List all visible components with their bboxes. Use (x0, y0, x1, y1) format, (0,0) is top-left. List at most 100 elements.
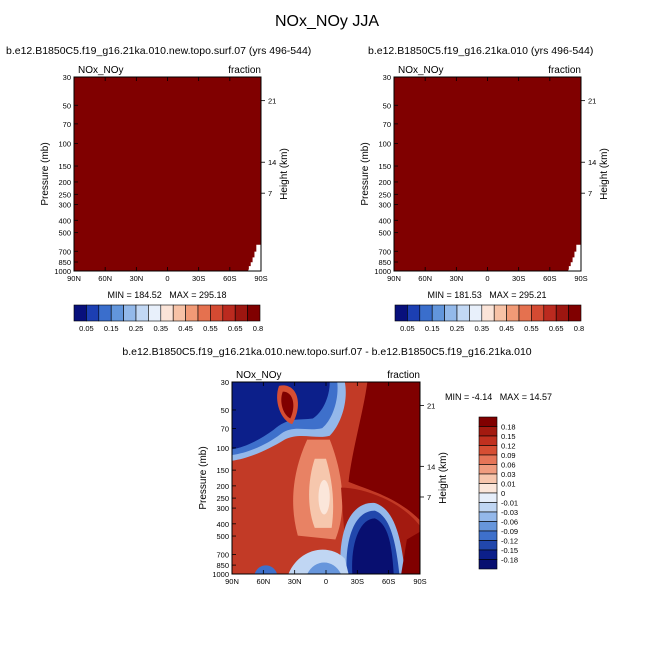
colorbar-1-label: 0.25 (129, 324, 144, 333)
colorbar-1-label: 0.15 (104, 324, 119, 333)
colorbar-2-label: 0.25 (450, 324, 465, 333)
panel-3-ytick-label: 1000 (212, 570, 229, 579)
panel-1-ytick-label: 50 (63, 101, 71, 110)
colorbar-3-label: -0.09 (501, 527, 518, 536)
colorbar-2-label: 0.15 (425, 324, 440, 333)
colorbar-1-swatch (247, 304, 261, 322)
panel-1-xtick-label: 30S (192, 274, 205, 283)
colorbar-2-swatch (531, 304, 545, 322)
colorbar-1-label: 0.55 (203, 324, 218, 333)
colorbar-1-label: 0.45 (178, 324, 193, 333)
colorbar-3-label: -0.15 (501, 546, 518, 555)
panel-3-rtick-label: 21 (427, 401, 435, 410)
panel-2-ytick-label: 70 (383, 120, 391, 129)
colorbar-3-swatch (478, 473, 498, 484)
panel-2-stats: MIN = 181.53 MAX = 295.21 (427, 290, 547, 300)
panel-2-ytick-label: 200 (378, 178, 391, 187)
panel-2-ylabel: Pressure (mb) (360, 142, 371, 205)
colorbar-1-swatch (86, 304, 100, 322)
panel-1-ytick-label: 30 (63, 73, 71, 82)
colorbar-1-swatch (210, 304, 224, 322)
panel-1-rtick-label: 7 (268, 189, 272, 198)
panel-1-ytick-label: 150 (58, 162, 71, 171)
panel-3-ylabel: Pressure (mb) (198, 446, 209, 509)
colorbar-2-swatch (568, 304, 582, 322)
panel-1-ytick-label: 70 (63, 120, 71, 129)
panel-2-rtick-label: 7 (588, 189, 592, 198)
colorbar-2-swatch (481, 304, 495, 322)
panel-3-ytick-label: 700 (216, 550, 229, 559)
panel-3-ytick-label: 70 (221, 424, 229, 433)
colorbar-3-label: 0.09 (501, 451, 516, 460)
colorbar-2-swatch (518, 304, 532, 322)
panel-2-ytick-label: 500 (378, 229, 391, 238)
panel-2-ytick-label: 50 (383, 101, 391, 110)
colorbar-3-swatch (478, 416, 498, 427)
colorbar-2-swatch (456, 304, 470, 322)
panel-3-xtick-label: 60S (382, 577, 395, 586)
panel-3-ytick-label: 200 (216, 482, 229, 491)
panel-3-xtick-label: 60N (256, 577, 270, 586)
colorbar-3-label: -0.06 (501, 518, 518, 527)
panel-1-ytick-label: 200 (58, 178, 71, 187)
colorbar-3-swatch (478, 435, 498, 446)
colorbar-3-label: 0.18 (501, 423, 516, 432)
colorbar-2-swatch (469, 304, 483, 322)
colorbar-2-swatch (394, 304, 408, 322)
colorbar-1-swatch (98, 304, 112, 322)
colorbar-3-swatch (478, 483, 498, 494)
panel-1-xtick-label: 90N (67, 274, 81, 283)
panel-3-units-label: fraction (387, 370, 420, 381)
panel-2-ytick-label: 400 (378, 216, 391, 225)
colorbar-1-swatch (73, 304, 87, 322)
colorbar-3-label: 0.03 (501, 470, 516, 479)
panel-3-xtick-label: 90S (413, 577, 426, 586)
colorbar-3-label: -0.18 (501, 556, 518, 565)
colorbar-2-label: 0.65 (549, 324, 564, 333)
panel-3-var-label: NOx_NOy (236, 370, 282, 381)
colorbar-1-swatch (172, 304, 186, 322)
colorbar-2-swatch (431, 304, 445, 322)
panel-1-ytick-label: 100 (58, 140, 71, 149)
panel-2-ytick-label: 30 (383, 73, 391, 82)
panel-1-ylabel-right: Height (km) (279, 148, 290, 200)
panel-1-ytick-label: 400 (58, 216, 71, 225)
panel-1-ytick-label: 1000 (54, 267, 71, 276)
panel-2-xtick-label: 30N (449, 274, 463, 283)
colorbar-2-label: 0.55 (524, 324, 539, 333)
colorbar-1-label: 0.8 (253, 324, 263, 333)
panel-3-field (232, 382, 420, 574)
main-title: NOx_NOy JJA (274, 13, 379, 30)
colorbar-2-label: 0.8 (574, 324, 584, 333)
panel-1-ytick-label: 850 (58, 258, 71, 267)
panel-3-ytick-label: 400 (216, 520, 229, 529)
colorbar-3-swatch (478, 454, 498, 465)
panel-1-var-label: NOx_NOy (78, 65, 124, 76)
panel-2-ylabel-right: Height (km) (599, 148, 610, 200)
colorbar-3-label: -0.03 (501, 508, 518, 517)
panel-1-units-label: fraction (228, 65, 261, 76)
panel-1-rtick-label: 14 (268, 158, 276, 167)
colorbar-2-swatch (555, 304, 569, 322)
panel-1-xtick-label: 90S (254, 274, 267, 283)
panel-3-rtick-label: 14 (427, 462, 435, 471)
colorbar-2-swatch (407, 304, 421, 322)
panel-2-ytick-label: 150 (378, 162, 391, 171)
colorbar-1-swatch (160, 304, 174, 322)
panel-3-rtick-label: 7 (427, 493, 431, 502)
panel-3-xtick-label: 30S (351, 577, 364, 586)
colorbar-3-label: -0.01 (501, 499, 518, 508)
colorbar-1-swatch (110, 304, 124, 322)
panel-1-rtick-label: 21 (268, 97, 276, 106)
colorbar-1-label: 0.35 (153, 324, 168, 333)
colorbar-3-swatch (478, 559, 498, 570)
colorbar-2-swatch (493, 304, 507, 322)
colorbar-3-swatch (478, 464, 498, 475)
panel-2-xtick-label: 0 (485, 274, 489, 283)
panel-2-ytick-label: 700 (378, 247, 391, 256)
panel-1-xtick-label: 60N (98, 274, 112, 283)
colorbar-2-label: 0.05 (400, 324, 415, 333)
colorbar-3-swatch (478, 511, 498, 522)
panel-1-xtick-label: 0 (165, 274, 169, 283)
panel-2-ytick-label: 100 (378, 140, 391, 149)
